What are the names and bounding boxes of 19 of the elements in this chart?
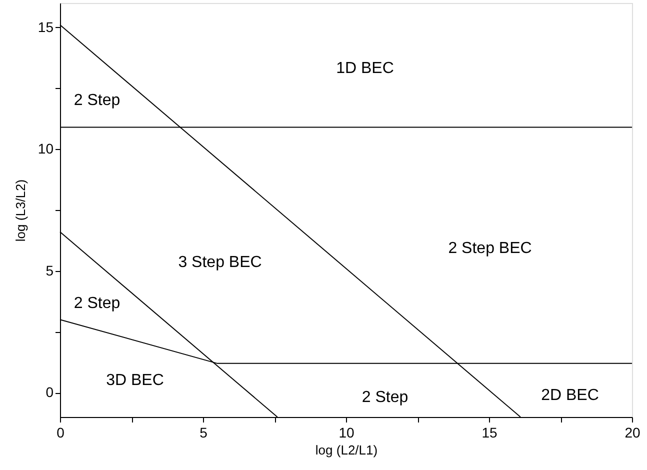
annotation: 2 Step BEC [448, 240, 532, 257]
annotation: 2 Step [74, 295, 120, 312]
y-tick-label: 0 [46, 384, 54, 400]
x-axis-title: log (L2/L1) [315, 442, 378, 458]
y-tick-label: 5 [46, 262, 54, 278]
x-tick-label: 20 [624, 424, 640, 440]
x-tick-label: 0 [56, 424, 65, 440]
y-tick-label: 15 [38, 18, 54, 35]
annotation: 2 Step [74, 92, 120, 109]
y-tick-label: 10 [38, 140, 54, 157]
annotation: 3 Step BEC [178, 254, 262, 271]
y-axis-title: log (L3/L2) [12, 179, 28, 242]
annotation: 1D BEC [336, 60, 394, 77]
x-tick-label: 10 [338, 424, 354, 440]
x-tick-label: 15 [482, 424, 498, 440]
annotation: 3D BEC [106, 372, 164, 389]
annotation: 2 Step [362, 389, 408, 406]
annotation: 2D BEC [541, 387, 599, 404]
x-tick-label: 5 [200, 424, 208, 440]
